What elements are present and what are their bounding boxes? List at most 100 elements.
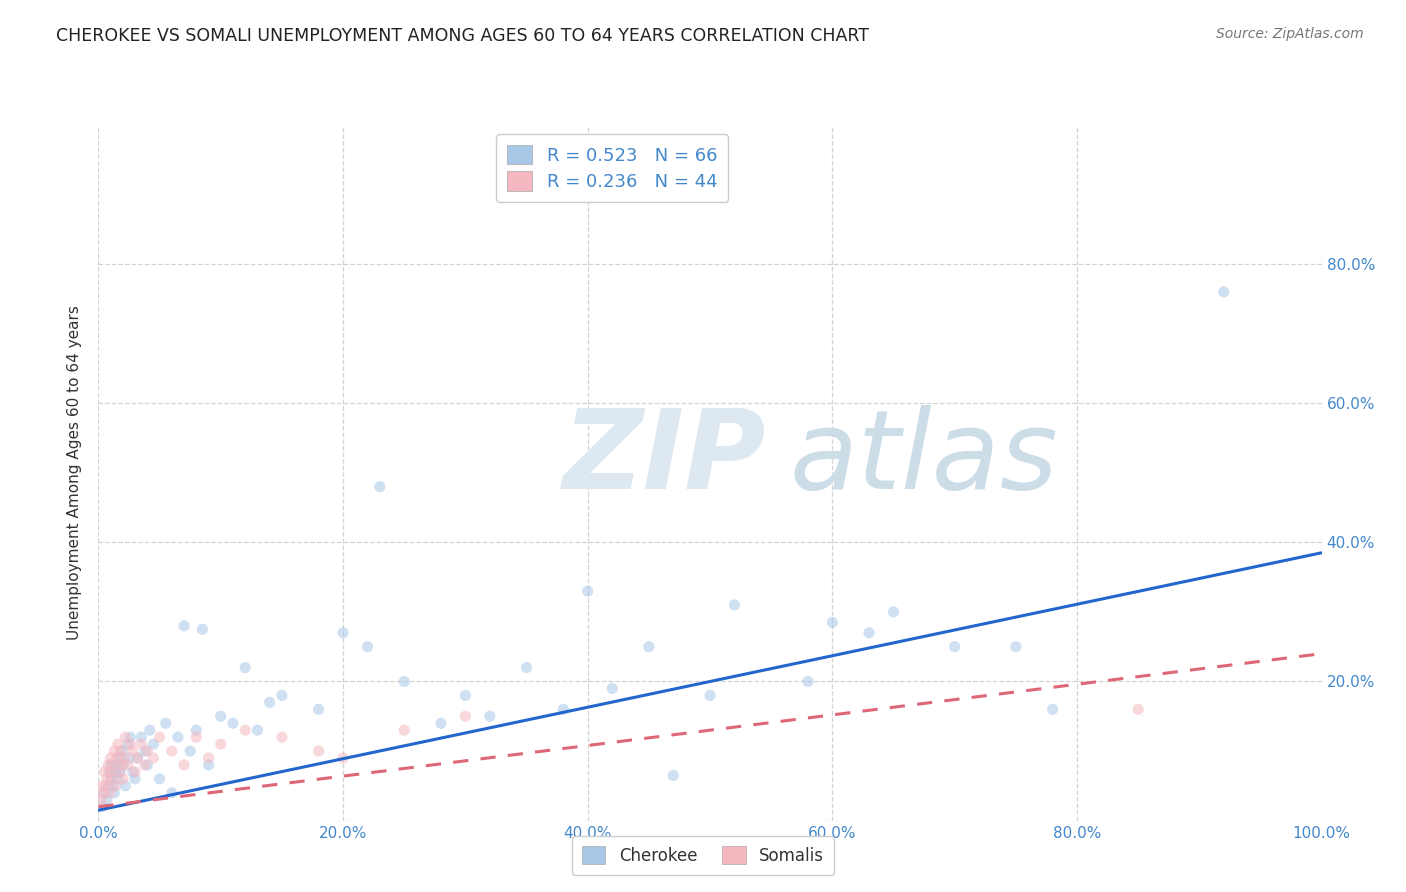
Point [110,764,132,779]
Point [797,674,820,689]
Point [197,751,219,765]
Point [127,751,149,765]
Point [638,640,661,654]
Point [515,660,537,674]
Text: Source: ZipAtlas.com: Source: ZipAtlas.com [1216,27,1364,41]
Point [392,723,416,738]
Point [662,768,685,782]
Point [233,723,256,738]
Point [1042,702,1064,716]
Point [308,744,330,758]
Point [197,758,219,772]
Point [167,730,190,744]
Point [723,598,745,612]
Point [308,702,330,716]
Point [576,584,599,599]
Point [108,751,131,765]
Point [100,758,122,772]
Point [100,764,122,779]
Point [108,764,131,779]
Point [124,772,146,786]
Point [246,723,269,738]
Point [117,758,139,772]
Point [179,744,201,758]
Point [110,744,132,758]
Point [134,744,156,758]
Point [127,751,149,765]
Point [392,674,416,689]
Point [100,772,122,786]
Point [101,758,124,772]
Point [90,793,112,807]
Point [91,779,114,793]
Point [1128,702,1150,716]
Point [478,709,501,723]
Point [332,751,354,765]
Point [430,716,453,731]
Point [209,737,232,751]
Point [160,786,183,800]
Legend: Cherokee, Somalis: Cherokee, Somalis [572,836,834,875]
Point [222,716,245,731]
Point [118,751,141,765]
Point [105,758,128,772]
Point [93,764,115,779]
Point [107,772,129,786]
Point [883,605,905,619]
Point [356,640,378,654]
Point [100,751,122,765]
Point [699,689,721,703]
Point [98,764,121,779]
Point [155,716,177,731]
Point [1212,285,1234,299]
Point [233,660,256,674]
Point [454,689,477,703]
Point [107,737,129,751]
Point [103,744,125,758]
Point [114,779,136,793]
Point [111,772,134,786]
Point [121,764,143,779]
Point [104,764,127,779]
Point [332,625,354,640]
Point [111,758,134,772]
Point [209,709,232,723]
Point [98,786,121,800]
Point [117,737,139,751]
Point [142,751,165,765]
Point [97,758,120,772]
Point [97,779,120,793]
Point [553,702,575,716]
Point [1004,640,1026,654]
Point [96,772,118,786]
Point [101,772,124,786]
Point [186,723,208,738]
Point [186,730,208,744]
Text: atlas: atlas [790,405,1059,512]
Point [101,779,124,793]
Point [136,758,159,772]
Point [129,737,152,751]
Point [173,758,195,772]
Point [270,730,294,744]
Point [136,744,159,758]
Point [454,709,477,723]
Point [124,764,146,779]
Legend: R = 0.523   N = 66, R = 0.236   N = 44: R = 0.523 N = 66, R = 0.236 N = 44 [496,134,728,202]
Point [120,737,142,751]
Point [259,695,281,709]
Point [821,615,844,630]
Point [93,786,115,800]
Point [94,779,117,793]
Point [112,751,135,765]
Point [368,480,391,494]
Point [943,640,966,654]
Point [121,744,143,758]
Point [111,744,134,758]
Point [114,730,136,744]
Point [142,737,165,751]
Point [120,730,142,744]
Point [149,730,172,744]
Point [105,751,128,765]
Point [103,786,125,800]
